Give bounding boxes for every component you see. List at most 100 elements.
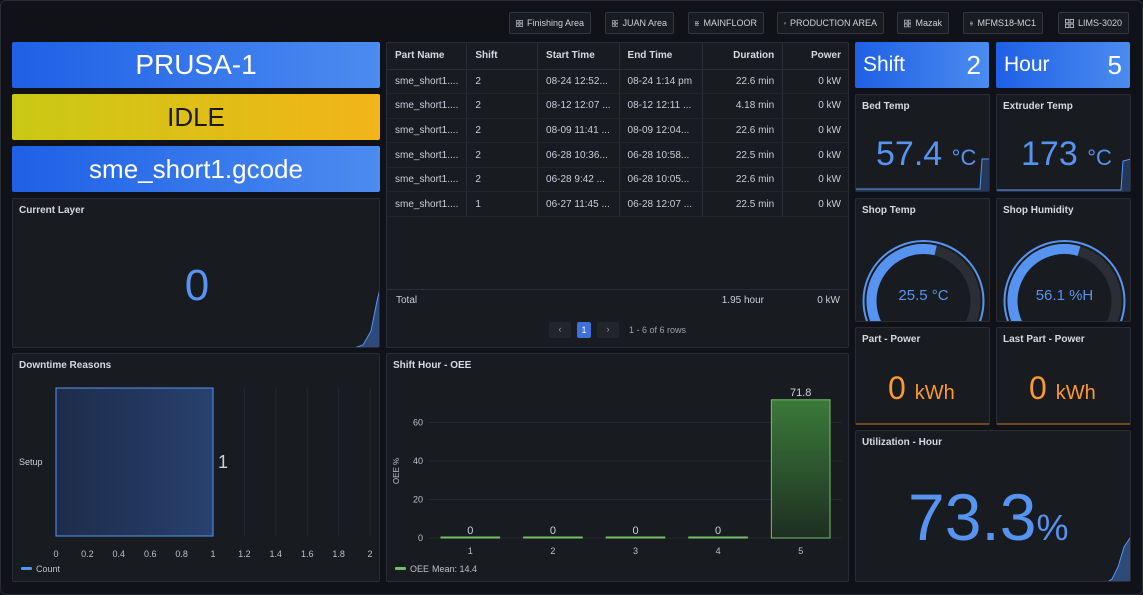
table-cell: sme_short1.... xyxy=(387,142,468,168)
table-cell: 22.5 min xyxy=(702,142,784,168)
legend-stat: Mean: 14.4 xyxy=(432,564,477,574)
prev-page-button[interactable]: ‹ xyxy=(549,322,571,338)
bar[interactable] xyxy=(440,536,501,539)
nav-link-label: PRODUCTION AREA xyxy=(789,18,877,28)
panel-title: Shop Temp xyxy=(862,205,916,216)
nav-link-2[interactable]: MAINFLOOR xyxy=(688,12,764,34)
last-part-power-unit: kWh xyxy=(1055,382,1096,404)
table-cell: 06-28 10:36... xyxy=(537,142,620,168)
x-tick-label: 1.2 xyxy=(238,549,251,559)
machine-name-banner: PRUSA-1 xyxy=(12,42,380,88)
dashboard-grid-icon xyxy=(970,21,974,25)
legend-label[interactable]: OEE xyxy=(410,564,429,574)
table-row: sme_short1.... 2 06-28 9:42 ... 06-28 10:05… xyxy=(387,167,848,193)
nav-link-1[interactable]: JUAN Area xyxy=(605,12,674,34)
bar-value-label: 0 xyxy=(550,525,556,537)
table-cell: 4.18 min xyxy=(702,93,784,119)
table-cell: 2 xyxy=(466,93,539,119)
table-cell: 08-09 11:41 ... xyxy=(537,118,620,144)
shift-label: Shift xyxy=(863,53,906,76)
extruder-temp-panel: Extruder Temp 173 °C xyxy=(996,94,1131,192)
panel-title: Shop Humidity xyxy=(1003,205,1074,216)
table-header-row: Part Name Shift Start Time End Time Duration… xyxy=(387,43,848,70)
column-header[interactable]: Duration xyxy=(702,43,784,70)
panel-title: Bed Temp xyxy=(862,101,910,112)
bar[interactable] xyxy=(688,536,748,539)
legend-label[interactable]: Count xyxy=(36,564,61,574)
table-row: sme_short1.... 2 08-24 12:52... 08-24 1:14 … xyxy=(387,69,848,95)
table-cell: 0 kW xyxy=(782,118,848,144)
bar[interactable] xyxy=(770,399,831,539)
table-cell: 2 xyxy=(466,118,539,144)
part-power-panel: Part - Power 0 kWh xyxy=(855,327,990,425)
nav-link-5[interactable]: MFMS18-MC1 xyxy=(963,12,1043,34)
panel-title: Shift Hour - OEE xyxy=(393,360,472,371)
machine-status-banner: IDLE xyxy=(12,94,380,140)
table-footer: Total 1.95 hour 0 kW xyxy=(387,289,848,311)
x-tick-label: 1.4 xyxy=(270,549,283,559)
last-part-power-number: 0 xyxy=(1029,370,1047,406)
table-cell: sme_short1.... xyxy=(387,191,468,218)
nav-link-label: MAINFLOOR xyxy=(703,18,757,28)
downtime-chart: 0 0.2 0.4 0.6 0.8 1 1.2 1.4 1.6 1.8 2 Setup 1 Count xyxy=(19,387,373,574)
y-tick-label: 40 xyxy=(413,456,423,466)
column-header[interactable]: Shift xyxy=(466,43,539,70)
nav-link-label: MFMS18-MC1 xyxy=(977,18,1036,28)
bed-temp-number: 57.4 xyxy=(876,135,943,173)
nav-link-6[interactable]: LIMS-3020 xyxy=(1058,12,1129,34)
nav-link-label: LIMS-3020 xyxy=(1077,18,1122,28)
table-cell: 08-09 12:04... xyxy=(619,118,704,144)
x-tick-label: 2 xyxy=(367,549,372,559)
bar[interactable] xyxy=(55,387,214,537)
bar[interactable] xyxy=(523,536,583,539)
table-cell: 22.6 min xyxy=(702,69,784,95)
next-page-button[interactable]: › xyxy=(597,322,619,338)
table-cell: sme_short1.... xyxy=(387,93,468,119)
shift-banner: Shift 2 xyxy=(855,42,989,88)
bar-value-label: 71.8 xyxy=(790,387,811,399)
x-tick-label: 4 xyxy=(716,546,721,556)
hour-label: Hour xyxy=(1004,53,1050,76)
oee-panel: Shift Hour - OEE 0 20 40 60 OEE % 0 1 0 2 0 3 0 4 71.… xyxy=(386,353,849,582)
column-header[interactable]: Start Time xyxy=(537,43,620,70)
dashboard-grid-icon xyxy=(904,19,912,27)
table-cell: 2 xyxy=(466,142,539,168)
table-row: sme_short1.... 1 06-27 11:45 ... 06-28 12:0… xyxy=(387,191,848,218)
y-tick-label: 0 xyxy=(418,533,423,543)
table-cell: 06-28 9:42 ... xyxy=(537,167,620,193)
parts-table: Part Name Shift Start Time End Time Duration… xyxy=(387,43,848,218)
column-header[interactable]: Power xyxy=(782,43,848,70)
legend-swatch xyxy=(395,567,406,570)
column-header[interactable]: End Time xyxy=(619,43,704,70)
shop-temp-panel: Shop Temp 25.5 °C xyxy=(855,198,990,322)
panel-title: Part - Power xyxy=(862,334,921,345)
x-tick-label: 0.6 xyxy=(144,549,157,559)
shop-temp-gauge xyxy=(862,240,985,321)
nav-link-3[interactable]: PRODUCTION AREA xyxy=(777,12,884,34)
table-row: sme_short1.... 2 08-09 11:41 ... 08-09 12:0… xyxy=(387,118,848,144)
nav-link-0[interactable]: Finishing Area xyxy=(509,12,591,34)
bed-temp-unit: °C xyxy=(951,145,977,170)
panel-title: Downtime Reasons xyxy=(19,360,112,371)
page-1-button[interactable]: 1 xyxy=(577,322,591,338)
legend-swatch xyxy=(21,567,32,570)
machine-file-banner: sme_short1.gcode xyxy=(12,146,380,192)
bed-temp-sparkline xyxy=(856,158,989,191)
bar[interactable] xyxy=(605,536,666,539)
current-layer-panel: Current Layer 0 xyxy=(12,198,380,348)
table-cell: 0 kW xyxy=(782,69,848,95)
nav-link-4[interactable]: Mazak xyxy=(897,12,949,34)
table-cell: 06-28 10:05... xyxy=(619,167,704,193)
category-label: Setup xyxy=(19,457,43,467)
y-tick-label: 20 xyxy=(413,495,423,505)
x-tick-label: 5 xyxy=(798,546,803,556)
table-cell: 06-27 11:45 ... xyxy=(537,191,620,218)
x-tick-label: 1.6 xyxy=(301,549,314,559)
table-cell: 22.6 min xyxy=(702,167,784,193)
extruder-temp-number: 173 xyxy=(1021,135,1078,173)
x-tick-label: 1 xyxy=(468,546,473,556)
x-tick-label: 0.2 xyxy=(81,549,94,559)
table-cell: 08-24 12:52... xyxy=(537,69,620,95)
total-duration: 1.95 hour xyxy=(721,295,764,306)
column-header[interactable]: Part Name xyxy=(387,43,468,70)
